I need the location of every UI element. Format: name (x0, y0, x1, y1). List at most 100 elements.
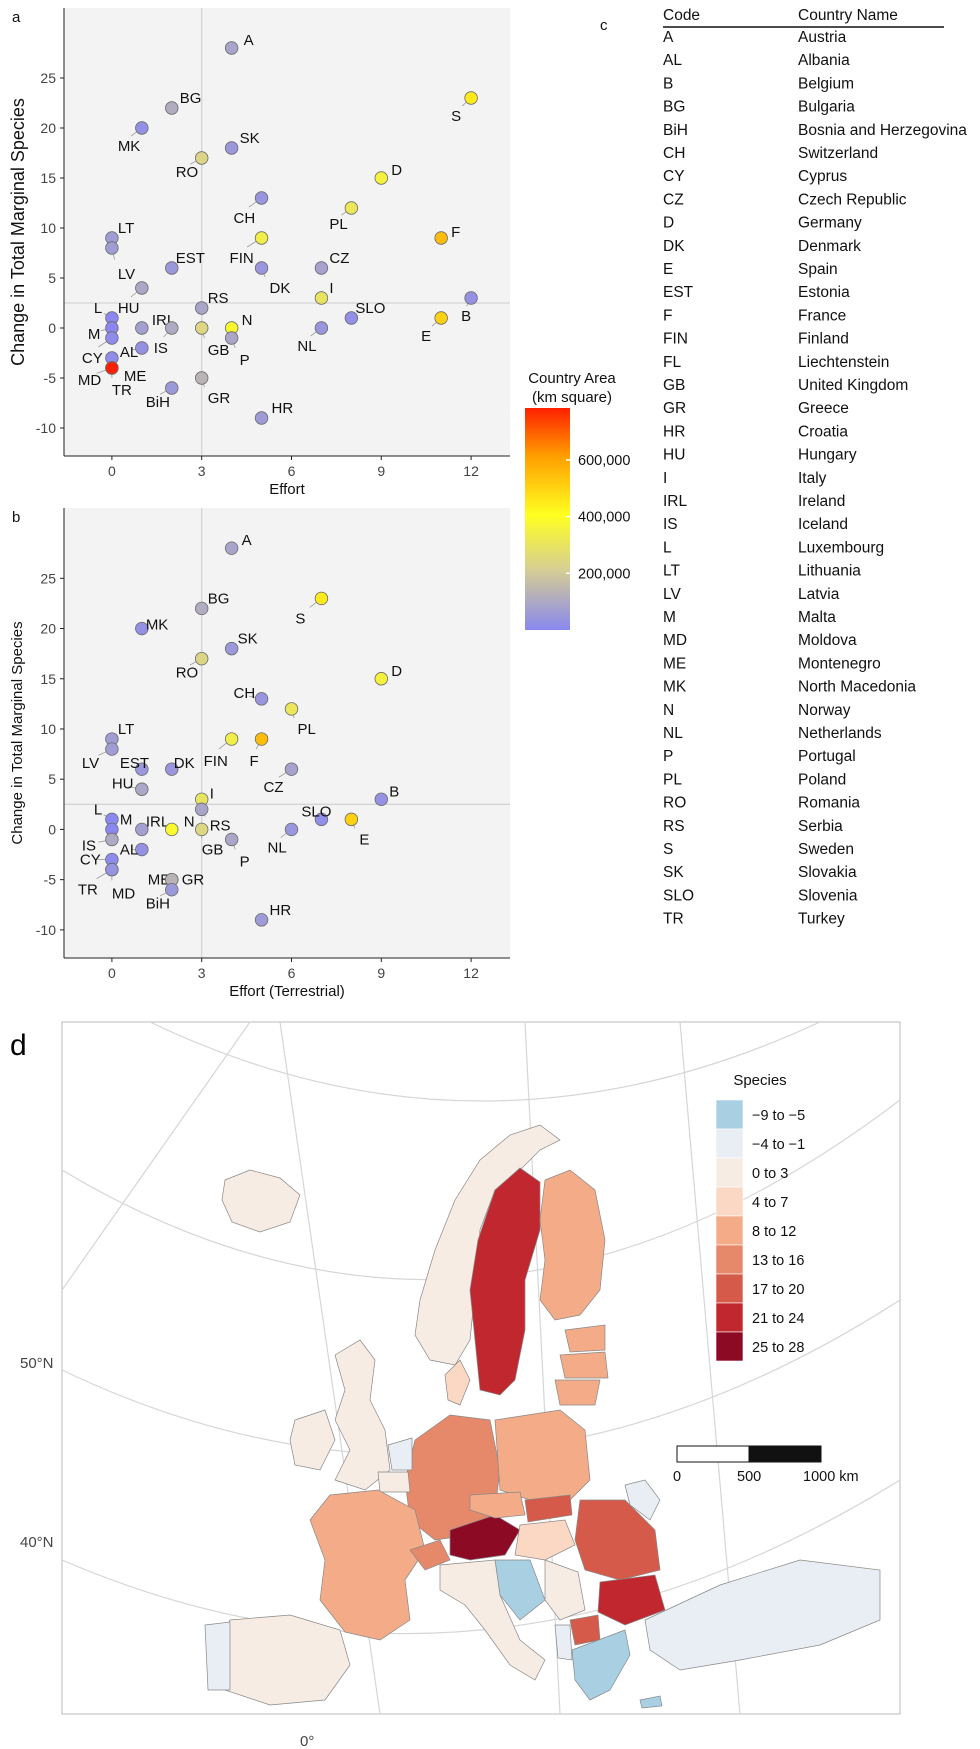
point-label-BG: BG (208, 590, 230, 607)
table-cell-country: Slovakia (798, 864, 857, 881)
country-hungary (514, 1519, 576, 1561)
lat-label-50: 50°N (20, 1355, 54, 1372)
point-label-BG: BG (180, 90, 202, 107)
point-label-ME: ME (148, 872, 171, 889)
point-HU (135, 281, 149, 295)
y-axis-label-a: Change in Total Marginal Species (8, 98, 28, 366)
point-label-P: P (240, 352, 250, 369)
point-D (374, 171, 388, 185)
x-tick-label: 9 (377, 965, 385, 981)
point-label-IS: IS (82, 837, 96, 854)
table-cell-country: Serbia (798, 818, 843, 835)
country-portugal (204, 1621, 231, 1691)
point-B (374, 792, 388, 806)
table-cell-code: AL (663, 52, 682, 69)
point-label-A: A (242, 532, 252, 549)
y-tick-label: 20 (40, 120, 56, 136)
species-legend-swatch (715, 1215, 744, 1246)
species-legend-label: 13 to 16 (752, 1253, 804, 1269)
country-cyprus (639, 1695, 663, 1709)
table-cell-code: TR (663, 911, 684, 928)
y-tick-label: 10 (40, 721, 56, 737)
point-SK (224, 641, 239, 656)
table-cell-code: N (663, 702, 674, 719)
country-netherlands (387, 1437, 413, 1471)
y-tick-label: 5 (48, 771, 56, 787)
table-cell-code: IS (663, 516, 678, 533)
point-label-DK: DK (174, 755, 195, 772)
point-label-HR: HR (272, 400, 294, 417)
point-label-BiH: BiH (146, 394, 170, 411)
point-label-CZ: CZ (329, 250, 349, 267)
point-I (314, 291, 329, 305)
y-tick-label: 0 (48, 320, 56, 336)
point-CY (105, 331, 119, 345)
point-label-MD: MD (112, 886, 135, 903)
area-legend-tick-label: 400,000 (578, 510, 630, 526)
y-axis-label-b: Change in Total Marginal Species (9, 621, 26, 844)
area-legend-title-2: (km square) (532, 389, 612, 406)
x-axis-label-a: Effort (269, 481, 305, 498)
country-ireland (289, 1409, 336, 1471)
table-cell-code: ME (663, 655, 686, 672)
point-IRL (135, 321, 149, 335)
point-MK (135, 621, 149, 636)
species-legend-label: 4 to 7 (752, 1195, 788, 1211)
table-cell-country: Cyprus (798, 168, 847, 185)
point-DK (254, 261, 269, 275)
point-label-M: M (120, 811, 132, 828)
table-cell-country: Portugal (798, 748, 856, 765)
point-GB (194, 321, 209, 335)
x-tick-label: 9 (377, 463, 385, 479)
point-label-GR: GR (182, 872, 205, 889)
table-cell-country: Belgium (798, 75, 854, 92)
country-finland (539, 1169, 606, 1321)
table-cell-country: Switzerland (798, 145, 878, 162)
point-label-E: E (359, 831, 369, 848)
country-turkey (644, 1559, 881, 1671)
table-cell-country: Liechtenstein (798, 354, 889, 371)
table-cell-code: S (663, 841, 673, 858)
table-cell-code: HR (663, 423, 685, 440)
table-cell-country: Sweden (798, 841, 854, 858)
point-BG (165, 101, 179, 115)
point-label-CY: CY (82, 350, 103, 367)
point-label-LT: LT (118, 721, 134, 738)
table-cell-code: NL (663, 725, 683, 742)
scale-bar-black (748, 1445, 822, 1463)
table-cell-code: P (663, 748, 673, 765)
table-cell-code: BG (663, 99, 685, 116)
country-uk (334, 1339, 391, 1491)
table-cell-country: Germany (798, 215, 862, 232)
point-LV (105, 742, 119, 756)
table-cell-country: Lithuania (798, 563, 861, 580)
species-legend-title: Species (733, 1072, 786, 1089)
plot-background-b (64, 508, 510, 958)
area-legend-tick-label: 200,000 (578, 566, 630, 582)
table-cell-code: LT (663, 563, 680, 580)
table-cell-country: Spain (798, 261, 838, 278)
species-legend-label: 25 to 28 (752, 1340, 804, 1356)
point-label-HU: HU (112, 775, 134, 792)
y-tick-label: 5 (48, 270, 56, 286)
y-tick-label: 15 (40, 170, 56, 186)
x-tick-label: 0 (108, 965, 116, 981)
table-cell-code: I (663, 470, 667, 487)
point-label-RO: RO (176, 164, 199, 181)
scale-label-0: 0 (673, 1469, 681, 1485)
point-label-L: L (94, 300, 102, 317)
table-cell-country: North Macedonia (798, 679, 916, 696)
country-iceland (221, 1169, 301, 1233)
point-IRL (135, 822, 149, 837)
point-label-S: S (295, 610, 305, 627)
point-label-L: L (94, 801, 102, 818)
point-label-MD: MD (78, 372, 101, 389)
table-cell-code: LV (663, 586, 681, 603)
table-cell-code: MD (663, 632, 687, 649)
point-label-SK: SK (240, 130, 260, 147)
country-code-table: Code Country Name A Austria AL Albania B Belg… (663, 7, 967, 928)
point-label-RS: RS (208, 290, 229, 307)
x-tick-label: 3 (198, 463, 206, 479)
point-MK (135, 121, 149, 135)
point-A (224, 541, 239, 555)
